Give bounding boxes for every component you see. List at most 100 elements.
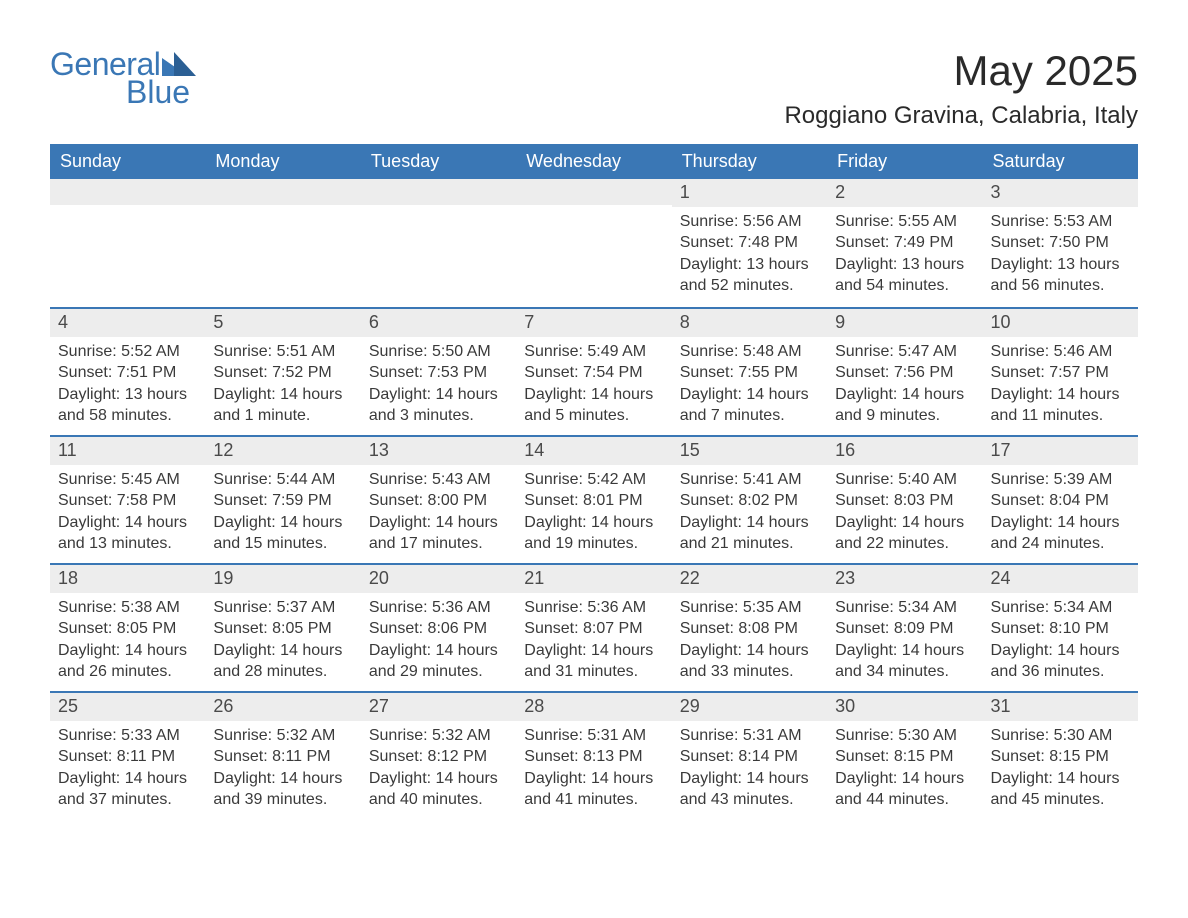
sunset-text: Sunset: 7:54 PM	[524, 362, 663, 384]
daylight-text: Daylight: 14 hours and 44 minutes.	[835, 768, 974, 811]
daylight-text: Daylight: 14 hours and 17 minutes.	[369, 512, 508, 555]
sunset-text: Sunset: 8:00 PM	[369, 490, 508, 512]
day-details: Sunrise: 5:44 AMSunset: 7:59 PMDaylight:…	[205, 465, 360, 559]
calendar-day-cell: 20Sunrise: 5:36 AMSunset: 8:06 PMDayligh…	[361, 563, 516, 691]
calendar-day-cell: 23Sunrise: 5:34 AMSunset: 8:09 PMDayligh…	[827, 563, 982, 691]
day-number: 20	[361, 563, 516, 592]
day-details: Sunrise: 5:55 AMSunset: 7:49 PMDaylight:…	[827, 207, 982, 301]
calendar-day-cell: 10Sunrise: 5:46 AMSunset: 7:57 PMDayligh…	[983, 307, 1138, 435]
sunset-text: Sunset: 8:12 PM	[369, 746, 508, 768]
day-number: 23	[827, 563, 982, 592]
calendar-day-cell: 31Sunrise: 5:30 AMSunset: 8:15 PMDayligh…	[983, 691, 1138, 819]
calendar-day-cell: 1Sunrise: 5:56 AMSunset: 7:48 PMDaylight…	[672, 179, 827, 307]
sunset-text: Sunset: 8:04 PM	[991, 490, 1130, 512]
daylight-text: Daylight: 14 hours and 7 minutes.	[680, 384, 819, 427]
weekday-header: Saturday	[983, 144, 1138, 179]
calendar-week-row: 18Sunrise: 5:38 AMSunset: 8:05 PMDayligh…	[50, 563, 1138, 691]
day-number: 12	[205, 435, 360, 464]
daylight-text: Daylight: 14 hours and 19 minutes.	[524, 512, 663, 555]
day-details: Sunrise: 5:42 AMSunset: 8:01 PMDaylight:…	[516, 465, 671, 559]
sunset-text: Sunset: 7:53 PM	[369, 362, 508, 384]
daylight-text: Daylight: 14 hours and 11 minutes.	[991, 384, 1130, 427]
day-details: Sunrise: 5:35 AMSunset: 8:08 PMDaylight:…	[672, 593, 827, 687]
daylight-text: Daylight: 14 hours and 33 minutes.	[680, 640, 819, 683]
weekday-header: Monday	[205, 144, 360, 179]
day-details: Sunrise: 5:39 AMSunset: 8:04 PMDaylight:…	[983, 465, 1138, 559]
calendar-day-cell: 22Sunrise: 5:35 AMSunset: 8:08 PMDayligh…	[672, 563, 827, 691]
day-details: Sunrise: 5:47 AMSunset: 7:56 PMDaylight:…	[827, 337, 982, 431]
sunrise-text: Sunrise: 5:45 AM	[58, 469, 197, 491]
calendar-day-cell: 24Sunrise: 5:34 AMSunset: 8:10 PMDayligh…	[983, 563, 1138, 691]
weekday-header: Tuesday	[361, 144, 516, 179]
sunrise-text: Sunrise: 5:31 AM	[524, 725, 663, 747]
brand-blue-text: Blue	[126, 76, 190, 108]
location-subtitle: Roggiano Gravina, Calabria, Italy	[784, 102, 1138, 130]
daylight-text: Daylight: 14 hours and 40 minutes.	[369, 768, 508, 811]
sunrise-text: Sunrise: 5:35 AM	[680, 597, 819, 619]
sunset-text: Sunset: 8:03 PM	[835, 490, 974, 512]
sunrise-text: Sunrise: 5:30 AM	[835, 725, 974, 747]
daylight-text: Daylight: 14 hours and 13 minutes.	[58, 512, 197, 555]
calendar-day-cell	[205, 179, 360, 307]
day-details: Sunrise: 5:40 AMSunset: 8:03 PMDaylight:…	[827, 465, 982, 559]
title-block: May 2025 Roggiano Gravina, Calabria, Ita…	[784, 48, 1138, 130]
day-details: Sunrise: 5:32 AMSunset: 8:12 PMDaylight:…	[361, 721, 516, 815]
day-number: 9	[827, 307, 982, 336]
day-details: Sunrise: 5:48 AMSunset: 7:55 PMDaylight:…	[672, 337, 827, 431]
calendar-week-row: 4Sunrise: 5:52 AMSunset: 7:51 PMDaylight…	[50, 307, 1138, 435]
calendar-day-cell	[50, 179, 205, 307]
day-number: 18	[50, 563, 205, 592]
calendar-day-cell: 26Sunrise: 5:32 AMSunset: 8:11 PMDayligh…	[205, 691, 360, 819]
sunrise-text: Sunrise: 5:37 AM	[213, 597, 352, 619]
day-details: Sunrise: 5:31 AMSunset: 8:14 PMDaylight:…	[672, 721, 827, 815]
sunset-text: Sunset: 8:02 PM	[680, 490, 819, 512]
day-number: 28	[516, 691, 671, 720]
sunrise-text: Sunrise: 5:48 AM	[680, 341, 819, 363]
daylight-text: Daylight: 13 hours and 58 minutes.	[58, 384, 197, 427]
daylight-text: Daylight: 14 hours and 22 minutes.	[835, 512, 974, 555]
day-details: Sunrise: 5:34 AMSunset: 8:10 PMDaylight:…	[983, 593, 1138, 687]
sunset-text: Sunset: 8:06 PM	[369, 618, 508, 640]
day-number: 11	[50, 435, 205, 464]
day-details: Sunrise: 5:30 AMSunset: 8:15 PMDaylight:…	[827, 721, 982, 815]
day-number: 5	[205, 307, 360, 336]
calendar-body: 1Sunrise: 5:56 AMSunset: 7:48 PMDaylight…	[50, 179, 1138, 819]
day-number: 31	[983, 691, 1138, 720]
calendar-day-cell: 27Sunrise: 5:32 AMSunset: 8:12 PMDayligh…	[361, 691, 516, 819]
calendar-day-cell: 5Sunrise: 5:51 AMSunset: 7:52 PMDaylight…	[205, 307, 360, 435]
day-number: 27	[361, 691, 516, 720]
weekday-header: Thursday	[672, 144, 827, 179]
sunrise-text: Sunrise: 5:38 AM	[58, 597, 197, 619]
daylight-text: Daylight: 14 hours and 37 minutes.	[58, 768, 197, 811]
day-details: Sunrise: 5:30 AMSunset: 8:15 PMDaylight:…	[983, 721, 1138, 815]
sunset-text: Sunset: 7:57 PM	[991, 362, 1130, 384]
day-details	[516, 205, 671, 213]
day-number: 19	[205, 563, 360, 592]
sunset-text: Sunset: 8:07 PM	[524, 618, 663, 640]
sunset-text: Sunset: 8:01 PM	[524, 490, 663, 512]
day-details: Sunrise: 5:37 AMSunset: 8:05 PMDaylight:…	[205, 593, 360, 687]
day-number: 15	[672, 435, 827, 464]
day-details: Sunrise: 5:36 AMSunset: 8:07 PMDaylight:…	[516, 593, 671, 687]
day-details: Sunrise: 5:49 AMSunset: 7:54 PMDaylight:…	[516, 337, 671, 431]
sunset-text: Sunset: 8:08 PM	[680, 618, 819, 640]
calendar-week-row: 1Sunrise: 5:56 AMSunset: 7:48 PMDaylight…	[50, 179, 1138, 307]
day-details	[361, 205, 516, 213]
day-number	[50, 179, 205, 205]
sunrise-text: Sunrise: 5:40 AM	[835, 469, 974, 491]
day-details	[205, 205, 360, 213]
day-number: 30	[827, 691, 982, 720]
daylight-text: Daylight: 14 hours and 43 minutes.	[680, 768, 819, 811]
day-details: Sunrise: 5:34 AMSunset: 8:09 PMDaylight:…	[827, 593, 982, 687]
day-number: 6	[361, 307, 516, 336]
daylight-text: Daylight: 14 hours and 29 minutes.	[369, 640, 508, 683]
sunrise-text: Sunrise: 5:30 AM	[991, 725, 1130, 747]
sunset-text: Sunset: 7:49 PM	[835, 232, 974, 254]
sunrise-text: Sunrise: 5:33 AM	[58, 725, 197, 747]
calendar-day-cell: 16Sunrise: 5:40 AMSunset: 8:03 PMDayligh…	[827, 435, 982, 563]
weekday-header: Friday	[827, 144, 982, 179]
day-details: Sunrise: 5:32 AMSunset: 8:11 PMDaylight:…	[205, 721, 360, 815]
daylight-text: Daylight: 14 hours and 24 minutes.	[991, 512, 1130, 555]
day-details: Sunrise: 5:53 AMSunset: 7:50 PMDaylight:…	[983, 207, 1138, 301]
calendar-day-cell: 28Sunrise: 5:31 AMSunset: 8:13 PMDayligh…	[516, 691, 671, 819]
